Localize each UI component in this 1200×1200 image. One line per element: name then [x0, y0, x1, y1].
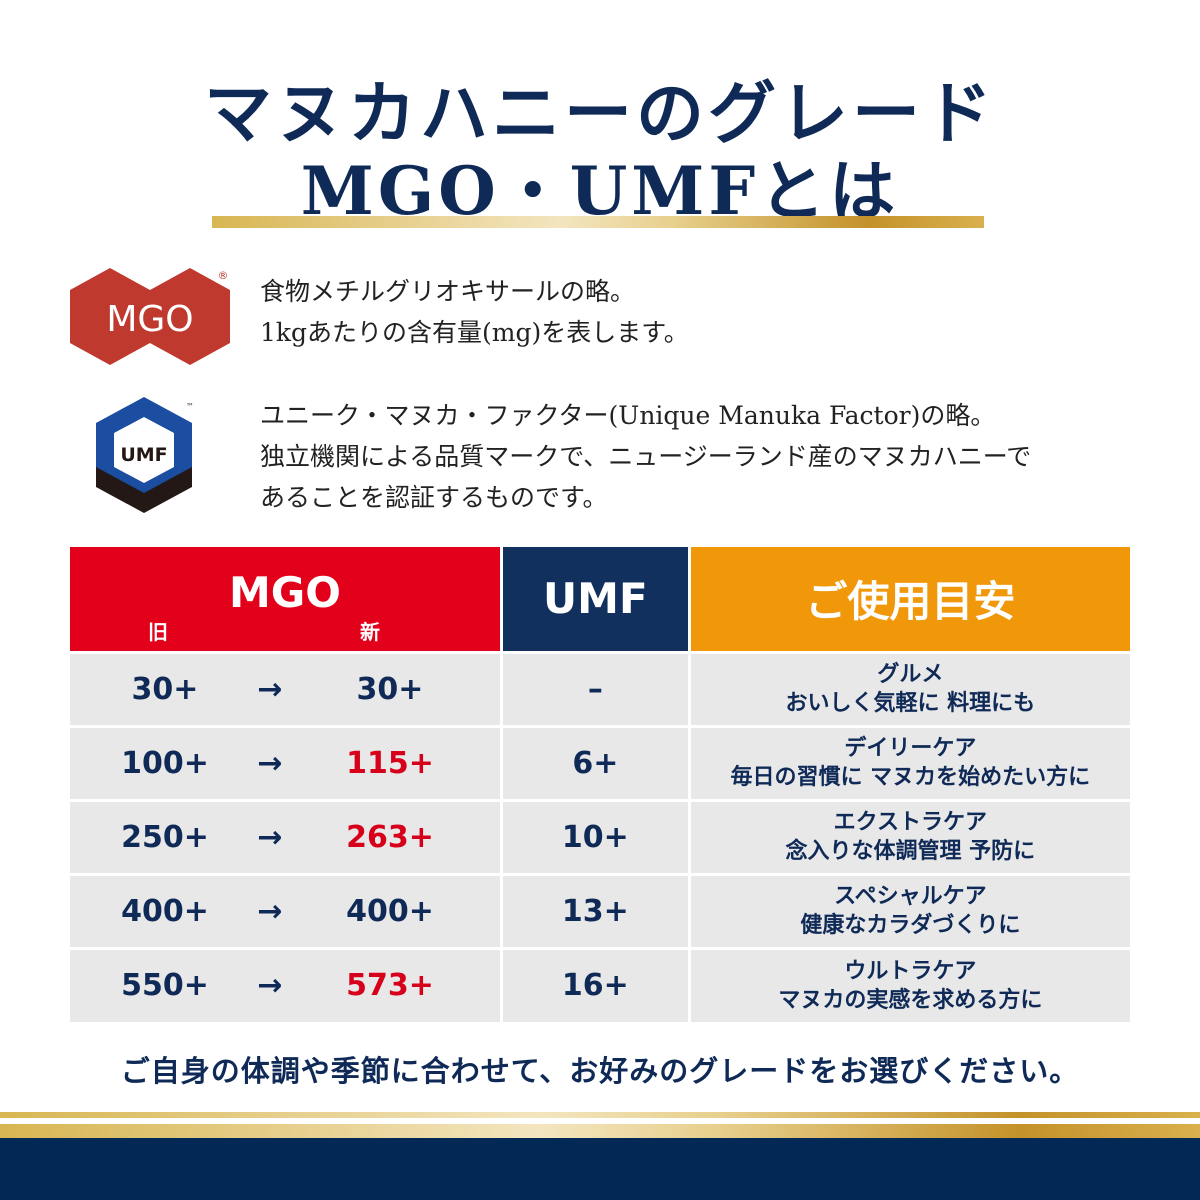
- mgo-old: 100+: [121, 745, 209, 781]
- mgo-logo: MGO ®: [70, 268, 230, 365]
- title-underline: [212, 216, 984, 228]
- header-old: 旧: [148, 619, 168, 644]
- table-row: 250+ → 263+ 10+ エクストラケア念入りな体調管理 予防に: [70, 798, 1130, 874]
- usage-detail: 念入りな体調管理 予防に: [785, 839, 1036, 864]
- usage-detail: 毎日の習慣に マヌカを始めたい方に: [730, 765, 1091, 790]
- umf-logo: UMF ™: [96, 397, 194, 513]
- svg-text:MGO: MGO: [106, 299, 193, 340]
- umf-cell: 13+: [501, 872, 691, 948]
- usage-cell: スペシャルケア健康なカラダづくりに: [689, 872, 1130, 948]
- mgo-cell: 550+ → 573+: [70, 946, 503, 1022]
- mgo-new: 263+: [346, 819, 434, 855]
- navy-footer-band: [0, 1138, 1200, 1200]
- umf-cell: –: [501, 650, 691, 726]
- mgo-description: 食物メチルグリオキサールの略。 1kgあたりの含有量(mg)を表します。: [260, 271, 689, 353]
- table-row: 550+ → 573+ 16+ ウルトラケアマヌカの実感を求める方に: [70, 946, 1130, 1022]
- umf-description: ユニーク・マヌカ・ファクター(Unique Manuka Factor)の略。 …: [260, 395, 1031, 518]
- mgo-old: 250+: [121, 819, 209, 855]
- mgo-new: 573+: [346, 968, 434, 1004]
- usage-detail: マヌカの実感を求める方に: [778, 987, 1043, 1013]
- title-line-1: マヌカハニーのグレード: [203, 74, 996, 154]
- mgo-cell: 400+ → 400+: [70, 872, 503, 948]
- mgo-old: 400+: [121, 893, 209, 929]
- mgo-old: 30+: [131, 671, 199, 707]
- usage-title: グルメ: [877, 662, 944, 687]
- gold-stripe-thin: [0, 1112, 1200, 1118]
- arrow-icon: →: [257, 745, 283, 781]
- arrow-icon: →: [257, 893, 283, 929]
- umf-desc-line: ユニーク・マヌカ・ファクター(Unique Manuka Factor)の略。: [260, 401, 996, 430]
- table-row: 100+ → 115+ 6+ デイリーケア毎日の習慣に マヌカを始めたい方に: [70, 724, 1130, 800]
- usage-title: エクストラケア: [833, 810, 988, 835]
- header-usage: ご使用目安: [689, 547, 1130, 652]
- mgo-desc-line: 食物メチルグリオキサールの略。: [260, 277, 636, 306]
- mgo-old: 550+: [121, 968, 209, 1004]
- usage-title: スペシャルケア: [834, 884, 987, 909]
- umf-cell: 10+: [501, 798, 691, 874]
- grade-table: MGO 旧 新 UMF ご使用目安 30+ → 30+ – グルメおいしく気軽に…: [70, 547, 1130, 1022]
- arrow-icon: →: [257, 968, 283, 1004]
- usage-cell: エクストラケア念入りな体調管理 予防に: [689, 798, 1130, 874]
- header-new: 新: [360, 619, 380, 644]
- mgo-cell: 100+ → 115+: [70, 724, 503, 800]
- arrow-icon: →: [257, 819, 283, 855]
- table-row: 400+ → 400+ 13+ スペシャルケア健康なカラダづくりに: [70, 872, 1130, 948]
- table-row: 30+ → 30+ – グルメおいしく気軽に 料理にも: [70, 650, 1130, 726]
- mgo-new: 115+: [346, 745, 434, 781]
- mgo-new: 400+: [346, 893, 434, 929]
- umf-desc-line: 独立機関による品質マークで、ニュージーランド産のマヌカハニーで: [260, 442, 1032, 471]
- footer-note: ご自身の体調や季節に合わせて、お好みのグレードをお選びください。: [120, 1054, 1080, 1088]
- usage-detail: おいしく気軽に 料理にも: [785, 691, 1036, 716]
- header-mgo: MGO 旧 新: [70, 547, 503, 652]
- usage-cell: ウルトラケアマヌカの実感を求める方に: [689, 946, 1130, 1022]
- mgo-new: 30+: [356, 671, 424, 707]
- usage-detail: 健康なカラダづくりに: [800, 913, 1021, 938]
- usage-title: デイリーケア: [844, 736, 977, 761]
- gold-stripe-thick: [0, 1124, 1200, 1138]
- mgo-cell: 30+ → 30+: [70, 650, 503, 726]
- arrow-icon: →: [257, 671, 283, 707]
- usage-title: ウルトラケア: [844, 958, 977, 984]
- svg-text:™: ™: [186, 402, 194, 411]
- svg-text:UMF: UMF: [120, 444, 167, 466]
- umf-desc-line: あることを認証するものです。: [260, 483, 608, 512]
- umf-cell: 16+: [501, 946, 691, 1022]
- usage-cell: グルメおいしく気軽に 料理にも: [689, 650, 1130, 726]
- mgo-cell: 250+ → 263+: [70, 798, 503, 874]
- usage-cell: デイリーケア毎日の習慣に マヌカを始めたい方に: [689, 724, 1130, 800]
- svg-text:®: ®: [218, 269, 229, 282]
- mgo-desc-line: 1kgあたりの含有量(mg)を表します。: [260, 318, 689, 347]
- umf-cell: 6+: [501, 724, 691, 800]
- header-umf: UMF: [501, 547, 691, 652]
